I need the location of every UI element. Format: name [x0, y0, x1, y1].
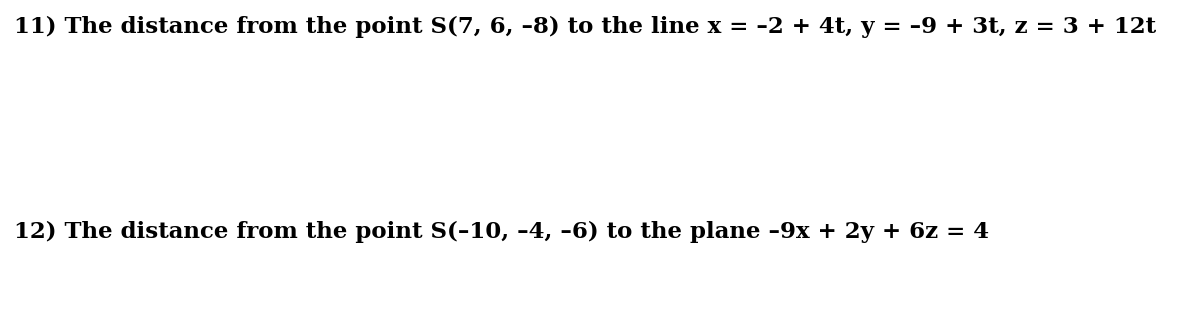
Text: 12) The distance from the point S(–10, –4, –6) to the plane –9x + 2y + 6z = 4: 12) The distance from the point S(–10, –… [14, 221, 990, 243]
Text: 11) The distance from the point S(7, 6, –8) to the line x = –2 + 4t, y = –9 + 3t: 11) The distance from the point S(7, 6, … [14, 16, 1157, 38]
